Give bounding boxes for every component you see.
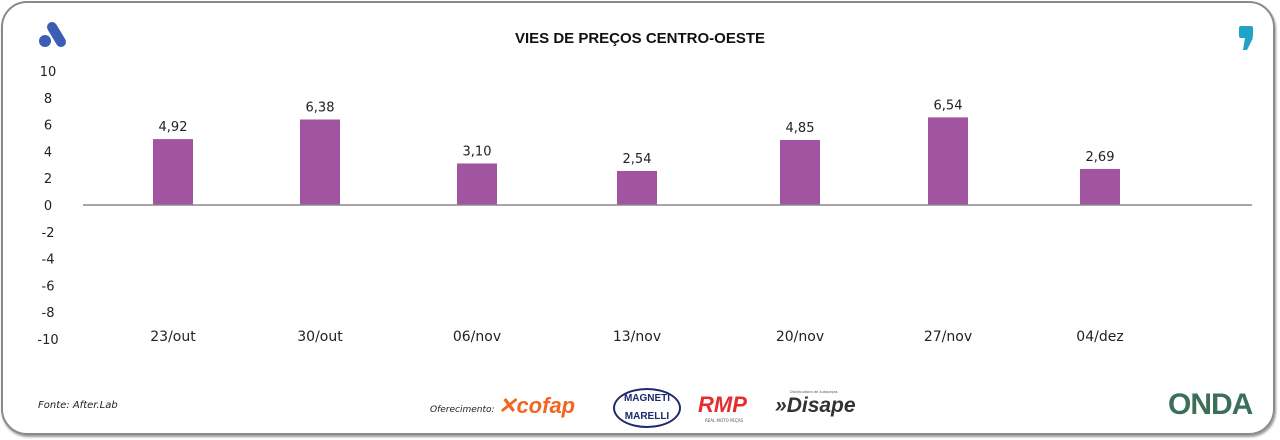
y-tick-label: 8 bbox=[44, 92, 52, 107]
disape-logo: »Disape bbox=[775, 394, 856, 417]
data-label: 4,92 bbox=[159, 120, 188, 135]
sponsor-label: Oferecimento: bbox=[430, 405, 495, 415]
onda-logo: ONDA bbox=[1168, 388, 1253, 421]
y-tick-label: 2 bbox=[44, 172, 52, 187]
data-label: 6,54 bbox=[934, 98, 963, 113]
y-tick-label: -10 bbox=[37, 333, 58, 348]
data-label: 2,54 bbox=[623, 152, 652, 167]
y-tick-label: -4 bbox=[42, 253, 55, 268]
bar bbox=[457, 163, 497, 205]
bar bbox=[928, 117, 968, 205]
x-category-label: 04/dez bbox=[1076, 329, 1123, 345]
x-category-label: 20/nov bbox=[776, 329, 824, 345]
y-tick-label: -2 bbox=[42, 226, 55, 241]
y-tick-label: 6 bbox=[44, 119, 52, 134]
y-tick-label: 0 bbox=[44, 199, 52, 214]
data-label: 6,38 bbox=[306, 101, 335, 116]
a-logo-icon bbox=[39, 22, 66, 47]
bar bbox=[300, 119, 340, 205]
comma-logo-icon bbox=[1239, 26, 1253, 50]
data-label: 2,69 bbox=[1086, 150, 1115, 165]
x-category-label: 30/out bbox=[297, 329, 343, 345]
magneti-marelli-logo: MAGNETI MARELLI bbox=[613, 388, 681, 428]
y-tick-label: 10 bbox=[40, 65, 57, 80]
x-category-label: 13/nov bbox=[613, 329, 661, 345]
rmp-tagline: REAL MOTO PEÇAS bbox=[705, 418, 744, 423]
rmp-logo: RMP bbox=[698, 392, 747, 417]
chart-title: VIES DE PREÇOS CENTRO-OESTE bbox=[514, 30, 766, 47]
data-label: 4,85 bbox=[786, 121, 815, 136]
disape-tagline: Distribuidora de Autopeças bbox=[790, 390, 838, 394]
bar bbox=[617, 170, 657, 205]
y-tick-label: -6 bbox=[42, 279, 55, 294]
x-category-label: 27/nov bbox=[924, 329, 972, 345]
cofap-logo: ✕cofap bbox=[498, 393, 576, 418]
x-category-label: 06/nov bbox=[453, 329, 501, 345]
data-label: 3,10 bbox=[463, 144, 492, 159]
source-note: Fonte: After.Lab bbox=[38, 400, 118, 411]
x-category-label: 23/out bbox=[150, 329, 196, 345]
y-tick-label: -8 bbox=[42, 306, 55, 321]
y-tick-label: 4 bbox=[44, 145, 52, 160]
bar bbox=[1080, 168, 1120, 205]
bar bbox=[780, 140, 820, 205]
bar bbox=[153, 139, 193, 205]
